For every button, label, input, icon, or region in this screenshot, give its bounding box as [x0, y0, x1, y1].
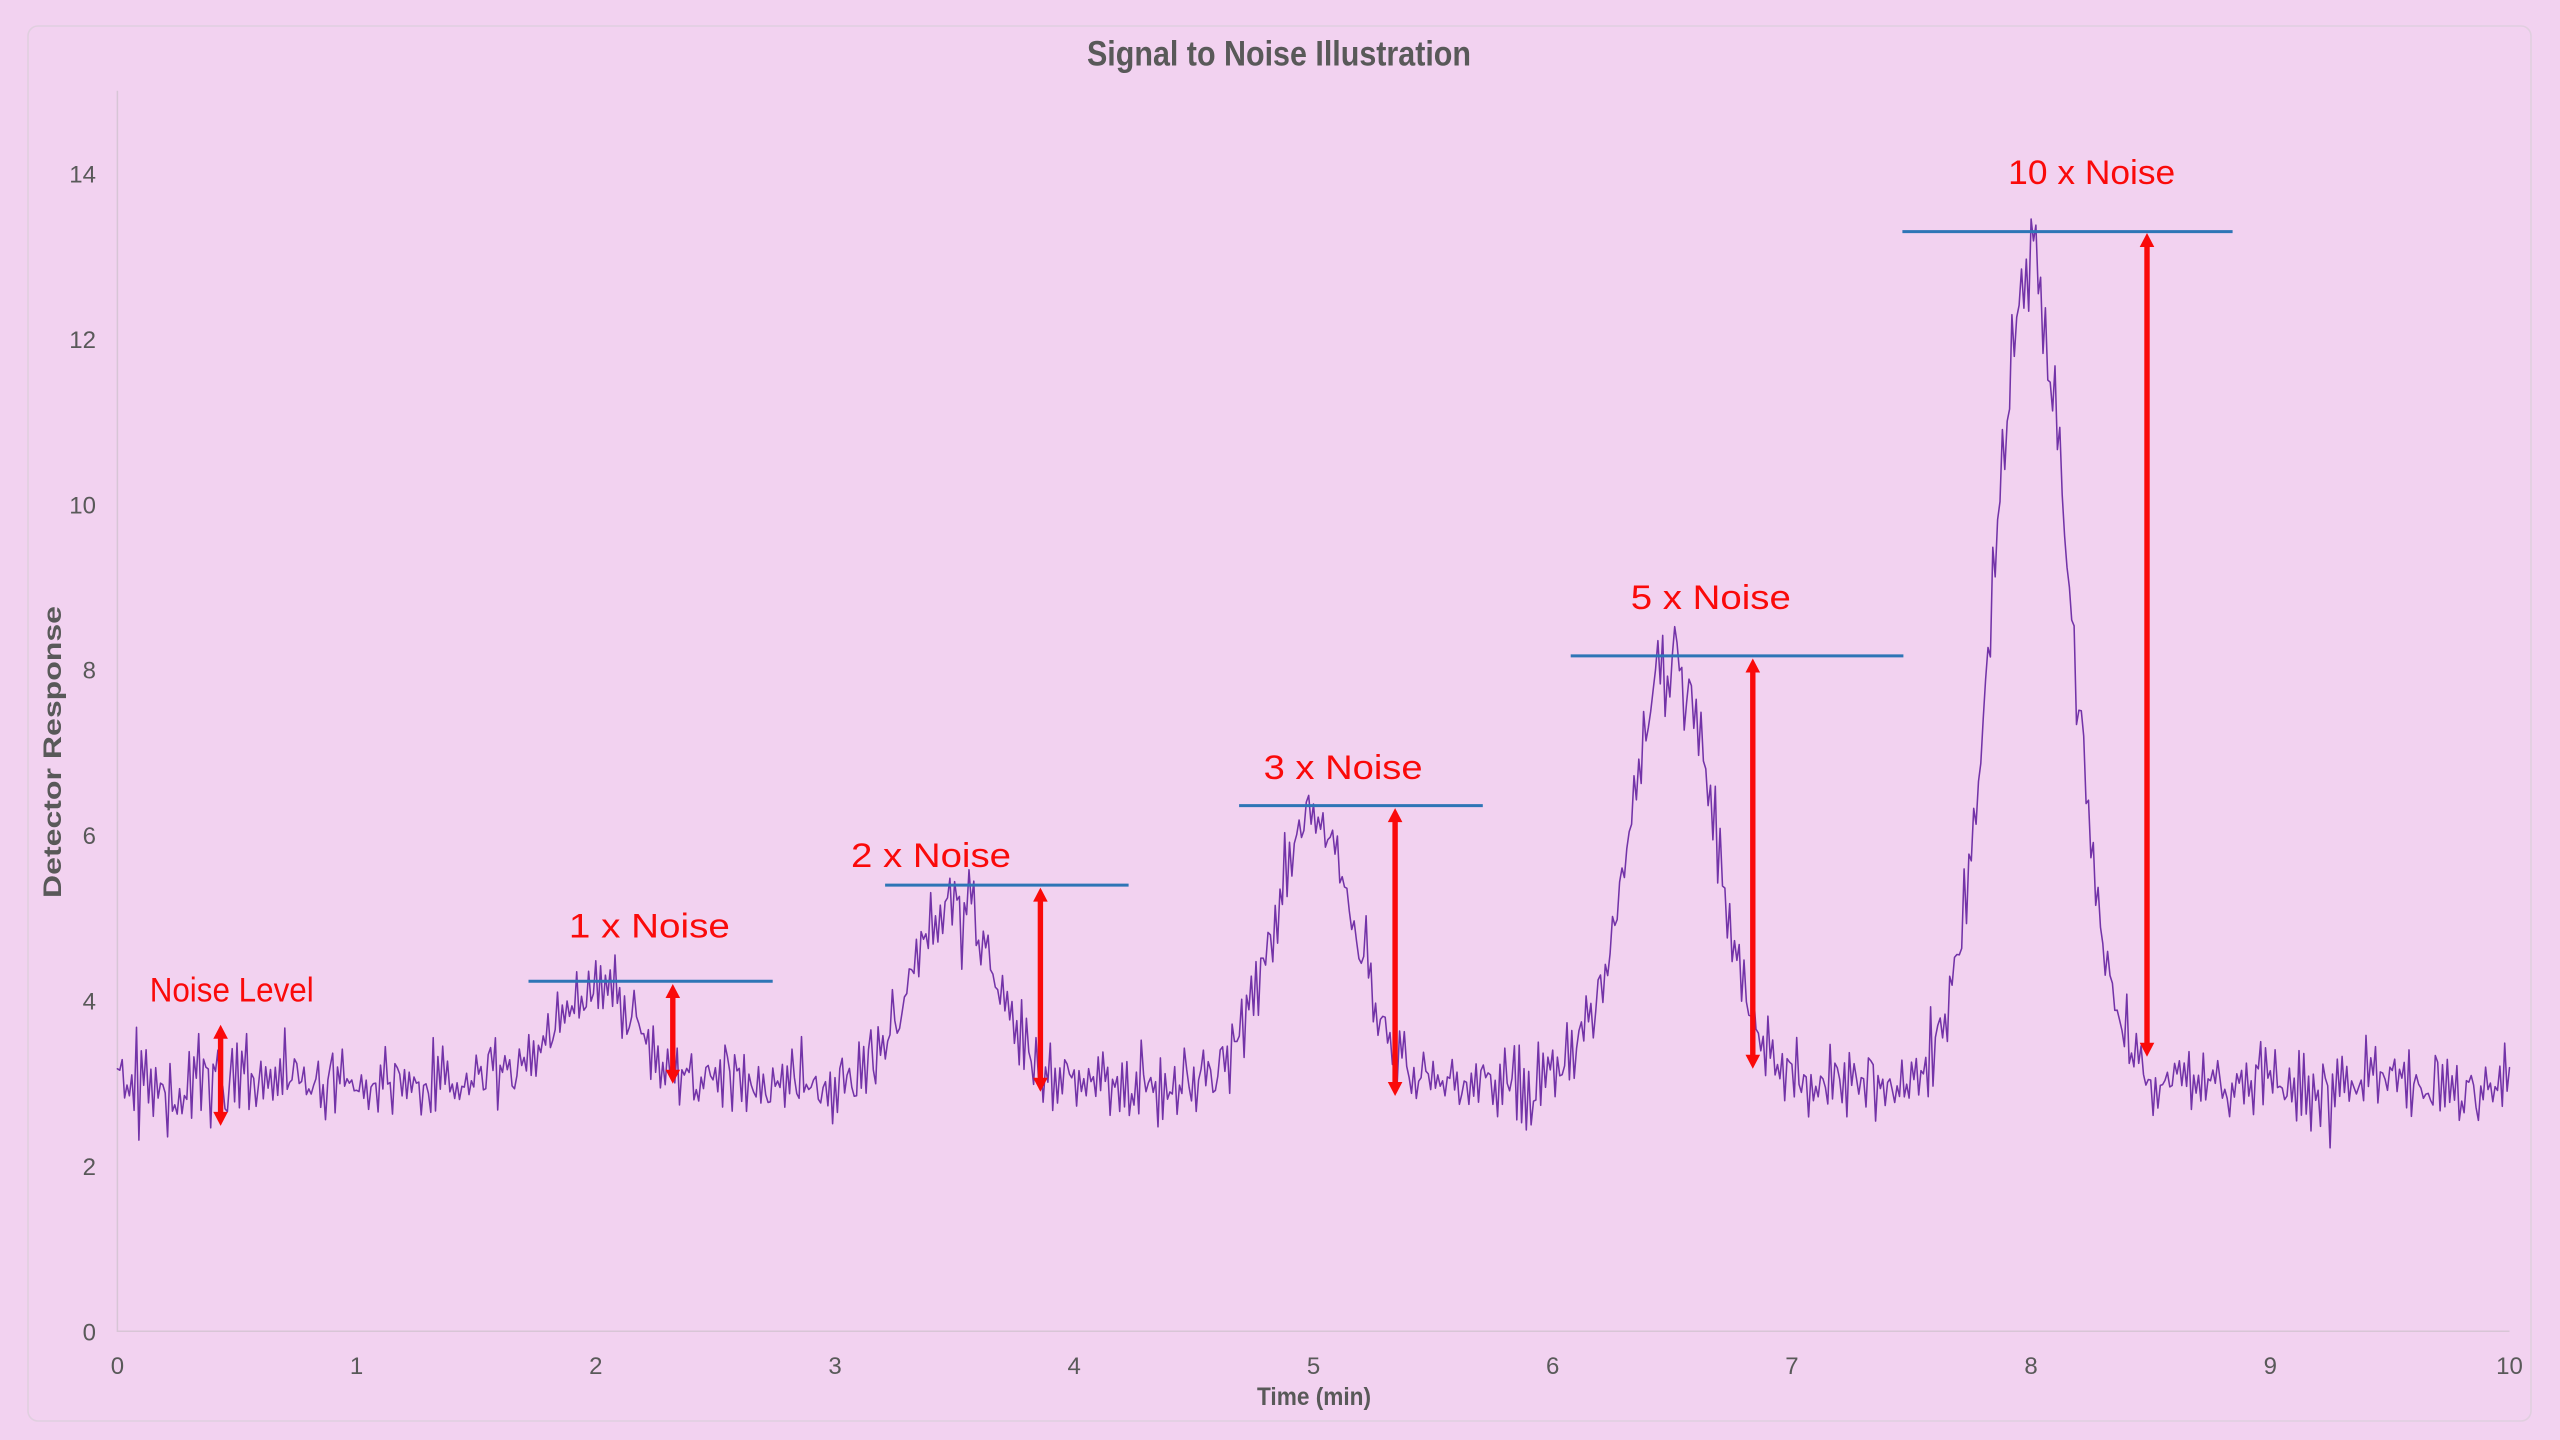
- svg-text:10: 10: [69, 492, 96, 519]
- svg-text:8: 8: [83, 658, 96, 685]
- svg-text:2: 2: [83, 1154, 96, 1181]
- svg-text:1 x Noise: 1 x Noise: [569, 908, 730, 946]
- svg-text:0: 0: [111, 1353, 124, 1380]
- svg-text:14: 14: [69, 162, 96, 189]
- svg-text:6: 6: [83, 823, 96, 850]
- svg-text:12: 12: [69, 327, 96, 354]
- svg-text:Detector Response: Detector Response: [39, 606, 67, 898]
- svg-text:4: 4: [83, 989, 96, 1016]
- svg-text:0: 0: [83, 1319, 96, 1346]
- svg-text:9: 9: [2264, 1353, 2277, 1380]
- svg-text:1: 1: [350, 1353, 363, 1380]
- svg-text:Time (min): Time (min): [1257, 1383, 1371, 1411]
- svg-text:5 x Noise: 5 x Noise: [1631, 579, 1791, 617]
- svg-text:10 x Noise: 10 x Noise: [2008, 154, 2175, 192]
- svg-text:Noise Level: Noise Level: [150, 972, 314, 1010]
- svg-text:8: 8: [2024, 1353, 2037, 1380]
- svg-text:2: 2: [589, 1353, 602, 1380]
- svg-text:3: 3: [828, 1353, 841, 1380]
- svg-text:10: 10: [2496, 1353, 2523, 1380]
- svg-text:Signal to Noise Illustration: Signal to Noise Illustration: [1087, 35, 1471, 74]
- svg-text:2 x Noise: 2 x Noise: [851, 837, 1011, 875]
- svg-text:5: 5: [1307, 1353, 1320, 1380]
- svg-text:7: 7: [1785, 1353, 1798, 1380]
- svg-text:4: 4: [1068, 1353, 1081, 1380]
- svg-text:3 x Noise: 3 x Noise: [1264, 749, 1423, 787]
- svg-text:6: 6: [1546, 1353, 1559, 1380]
